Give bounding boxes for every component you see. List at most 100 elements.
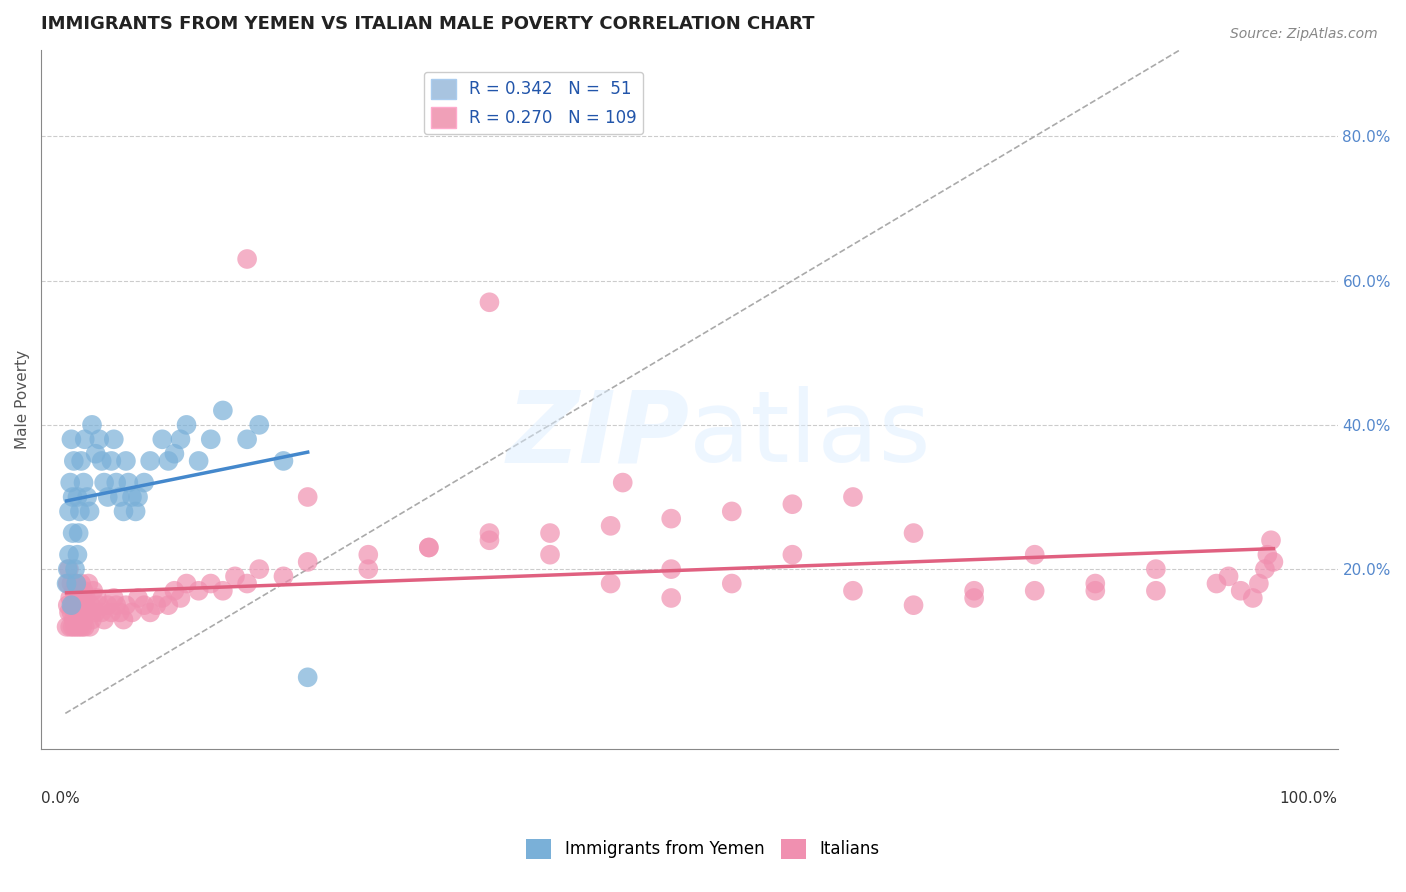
Point <box>63 613 86 627</box>
Point <box>70 606 93 620</box>
Point <box>93 475 115 490</box>
Point <box>212 583 235 598</box>
Point <box>538 526 561 541</box>
Point <box>1218 569 1240 583</box>
Point <box>76 606 98 620</box>
Point <box>72 598 94 612</box>
Point <box>72 583 94 598</box>
Point <box>236 576 259 591</box>
Point <box>357 548 380 562</box>
Point <box>90 454 112 468</box>
Point <box>72 475 94 490</box>
Point <box>112 504 135 518</box>
Point <box>1084 576 1107 591</box>
Text: Source: ZipAtlas.com: Source: ZipAtlas.com <box>1230 27 1378 41</box>
Point <box>89 432 111 446</box>
Point <box>297 670 319 684</box>
Point <box>127 591 149 605</box>
Point <box>112 613 135 627</box>
Point <box>1254 562 1277 576</box>
Point <box>236 432 259 446</box>
Point <box>76 490 98 504</box>
Point <box>418 541 440 555</box>
Point <box>150 591 173 605</box>
Point <box>108 490 131 504</box>
Point <box>157 454 180 468</box>
Point <box>55 620 77 634</box>
Point <box>659 511 682 525</box>
Point <box>108 606 131 620</box>
Point <box>115 454 138 468</box>
Point <box>59 591 82 605</box>
Point <box>200 432 222 446</box>
Point <box>66 598 89 612</box>
Point <box>145 598 167 612</box>
Point <box>247 417 270 432</box>
Point <box>58 548 80 562</box>
Point <box>659 562 682 576</box>
Point <box>73 620 96 634</box>
Point <box>66 620 89 634</box>
Point <box>62 598 84 612</box>
Point <box>63 620 86 634</box>
Point <box>1084 583 1107 598</box>
Point <box>903 598 925 612</box>
Point <box>79 504 101 518</box>
Point <box>200 576 222 591</box>
Point <box>1229 583 1251 598</box>
Point <box>478 295 501 310</box>
Point <box>212 403 235 417</box>
Point <box>1205 576 1227 591</box>
Point <box>63 591 86 605</box>
Point <box>65 576 87 591</box>
Point <box>67 526 90 541</box>
Point <box>963 583 986 598</box>
Point <box>1260 533 1282 548</box>
Point <box>73 432 96 446</box>
Point <box>59 475 82 490</box>
Point <box>842 490 865 504</box>
Text: IMMIGRANTS FROM YEMEN VS ITALIAN MALE POVERTY CORRELATION CHART: IMMIGRANTS FROM YEMEN VS ITALIAN MALE PO… <box>41 15 814 33</box>
Point <box>659 591 682 605</box>
Point <box>89 598 111 612</box>
Point <box>80 598 103 612</box>
Point <box>62 526 84 541</box>
Point <box>357 562 380 576</box>
Point <box>69 591 91 605</box>
Point <box>80 417 103 432</box>
Point <box>478 533 501 548</box>
Point <box>842 583 865 598</box>
Point <box>612 475 634 490</box>
Point <box>1241 591 1264 605</box>
Point <box>69 504 91 518</box>
Point <box>103 432 125 446</box>
Point <box>187 583 209 598</box>
Point <box>97 490 120 504</box>
Point <box>903 526 925 541</box>
Text: ZIP: ZIP <box>506 386 689 483</box>
Point <box>103 591 125 605</box>
Point <box>97 598 120 612</box>
Text: atlas: atlas <box>689 386 931 483</box>
Point <box>224 569 246 583</box>
Point <box>77 576 100 591</box>
Point <box>105 598 128 612</box>
Point <box>58 562 80 576</box>
Point <box>56 562 79 576</box>
Point <box>782 497 804 511</box>
Point <box>100 454 122 468</box>
Point <box>63 454 86 468</box>
Point <box>86 591 108 605</box>
Point <box>63 562 86 576</box>
Point <box>60 432 83 446</box>
Point <box>1144 562 1167 576</box>
Point <box>93 613 115 627</box>
Point <box>58 606 80 620</box>
Point <box>169 591 191 605</box>
Point <box>150 432 173 446</box>
Point <box>67 583 90 598</box>
Point <box>139 454 162 468</box>
Point <box>1247 576 1270 591</box>
Point <box>58 504 80 518</box>
Point <box>62 620 84 634</box>
